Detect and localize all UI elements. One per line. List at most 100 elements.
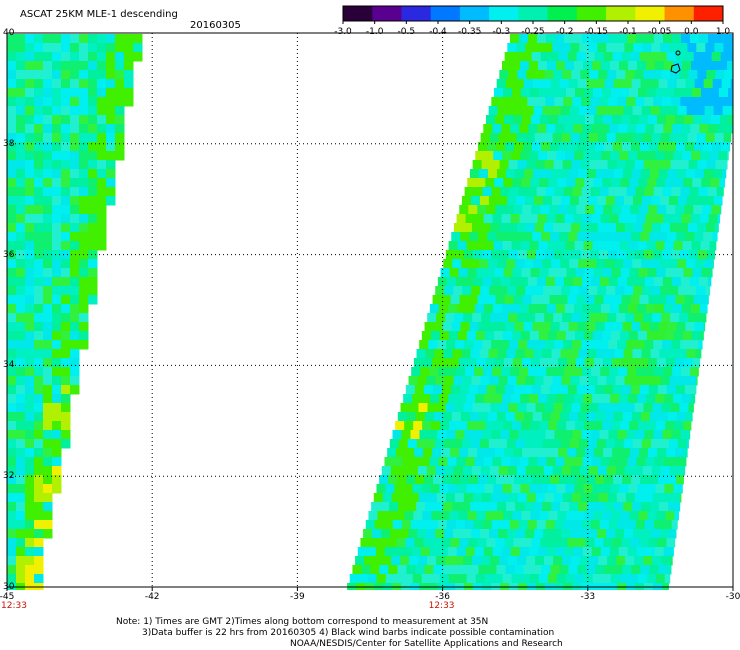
data-cell (597, 133, 608, 143)
data-cell (70, 142, 80, 152)
data-cell (517, 160, 528, 170)
data-cell (709, 88, 720, 98)
data-cell (616, 556, 626, 566)
data-cell (642, 286, 652, 296)
data-cell (523, 475, 533, 485)
data-cell (626, 187, 637, 197)
data-cell (34, 313, 44, 323)
data-cell (544, 160, 555, 170)
data-cell (25, 295, 35, 305)
data-cell (698, 277, 709, 287)
data-cell (489, 133, 500, 143)
data-cell (399, 466, 410, 476)
data-cell (644, 340, 654, 350)
data-cell (494, 358, 505, 368)
data-cell (34, 34, 44, 44)
data-cell (555, 457, 565, 467)
data-cell (7, 538, 17, 548)
data-cell (615, 466, 626, 476)
data-cell (711, 142, 722, 152)
data-cell (648, 448, 658, 458)
data-cell (549, 52, 560, 62)
data-cell (16, 493, 26, 503)
data-cell (594, 295, 605, 305)
data-cell (442, 475, 452, 485)
data-cell (578, 502, 588, 512)
data-cell (675, 448, 685, 458)
data-cell (500, 277, 511, 287)
data-cell (580, 556, 590, 566)
data-cell (555, 367, 565, 377)
data-cell (557, 268, 568, 278)
data-cell (649, 232, 659, 242)
data-cell (498, 223, 509, 233)
data-cell (622, 232, 632, 242)
data-cell (16, 538, 26, 548)
data-cell (548, 358, 559, 368)
data-cell (669, 466, 680, 476)
data-cell (655, 484, 665, 494)
data-cell (658, 322, 669, 332)
data-cell (414, 538, 424, 548)
data-cell (647, 178, 657, 188)
data-cell (466, 331, 477, 341)
data-cell (483, 457, 493, 467)
data-cell (607, 493, 618, 503)
data-cell (61, 331, 71, 341)
data-cell (631, 322, 642, 332)
data-cell (629, 421, 639, 431)
data-cell (642, 133, 653, 143)
data-cell (417, 376, 428, 386)
data-cell (616, 313, 626, 323)
data-cell (673, 394, 683, 404)
data-cell (577, 322, 588, 332)
colorbar-swatch (430, 6, 461, 21)
data-cell (407, 502, 417, 512)
data-cell (694, 232, 704, 242)
data-cell (79, 88, 89, 98)
data-cell (631, 565, 641, 575)
data-cell (16, 79, 26, 89)
data-cell (510, 124, 520, 134)
data-cell (612, 52, 623, 62)
data-cell (7, 457, 17, 467)
data-cell (678, 466, 686, 476)
data-cell (697, 313, 707, 323)
data-cell (70, 106, 80, 116)
data-cell (721, 79, 732, 89)
data-cell (612, 385, 623, 395)
data-cell (536, 340, 546, 350)
data-cell (52, 430, 62, 440)
data-cell (582, 214, 593, 224)
data-cell (97, 169, 107, 179)
data-cell (52, 304, 62, 314)
data-cell (636, 34, 646, 44)
data-cell (52, 349, 62, 359)
data-cell (509, 340, 519, 350)
data-cell (16, 484, 26, 494)
data-cell (630, 142, 641, 152)
data-cell (466, 241, 477, 251)
data-cell (663, 34, 673, 44)
data-cell (16, 214, 26, 224)
data-cell (544, 556, 554, 566)
data-cell (52, 286, 62, 296)
data-cell (463, 313, 473, 323)
data-cell (524, 196, 535, 206)
data-cell (52, 394, 62, 404)
data-cell (379, 475, 389, 485)
data-cell (533, 106, 544, 116)
data-cell (642, 376, 653, 386)
latitude-label: 38 (3, 138, 15, 149)
data-cell (7, 34, 17, 44)
data-cell (427, 403, 437, 413)
data-cell (669, 376, 680, 386)
data-cell (680, 187, 691, 197)
data-cell (493, 88, 504, 98)
data-cell (504, 385, 515, 395)
data-cell (483, 367, 493, 377)
data-cell (16, 448, 26, 458)
data-cell (582, 124, 592, 134)
data-cell (431, 358, 442, 368)
data-cell (678, 133, 689, 143)
